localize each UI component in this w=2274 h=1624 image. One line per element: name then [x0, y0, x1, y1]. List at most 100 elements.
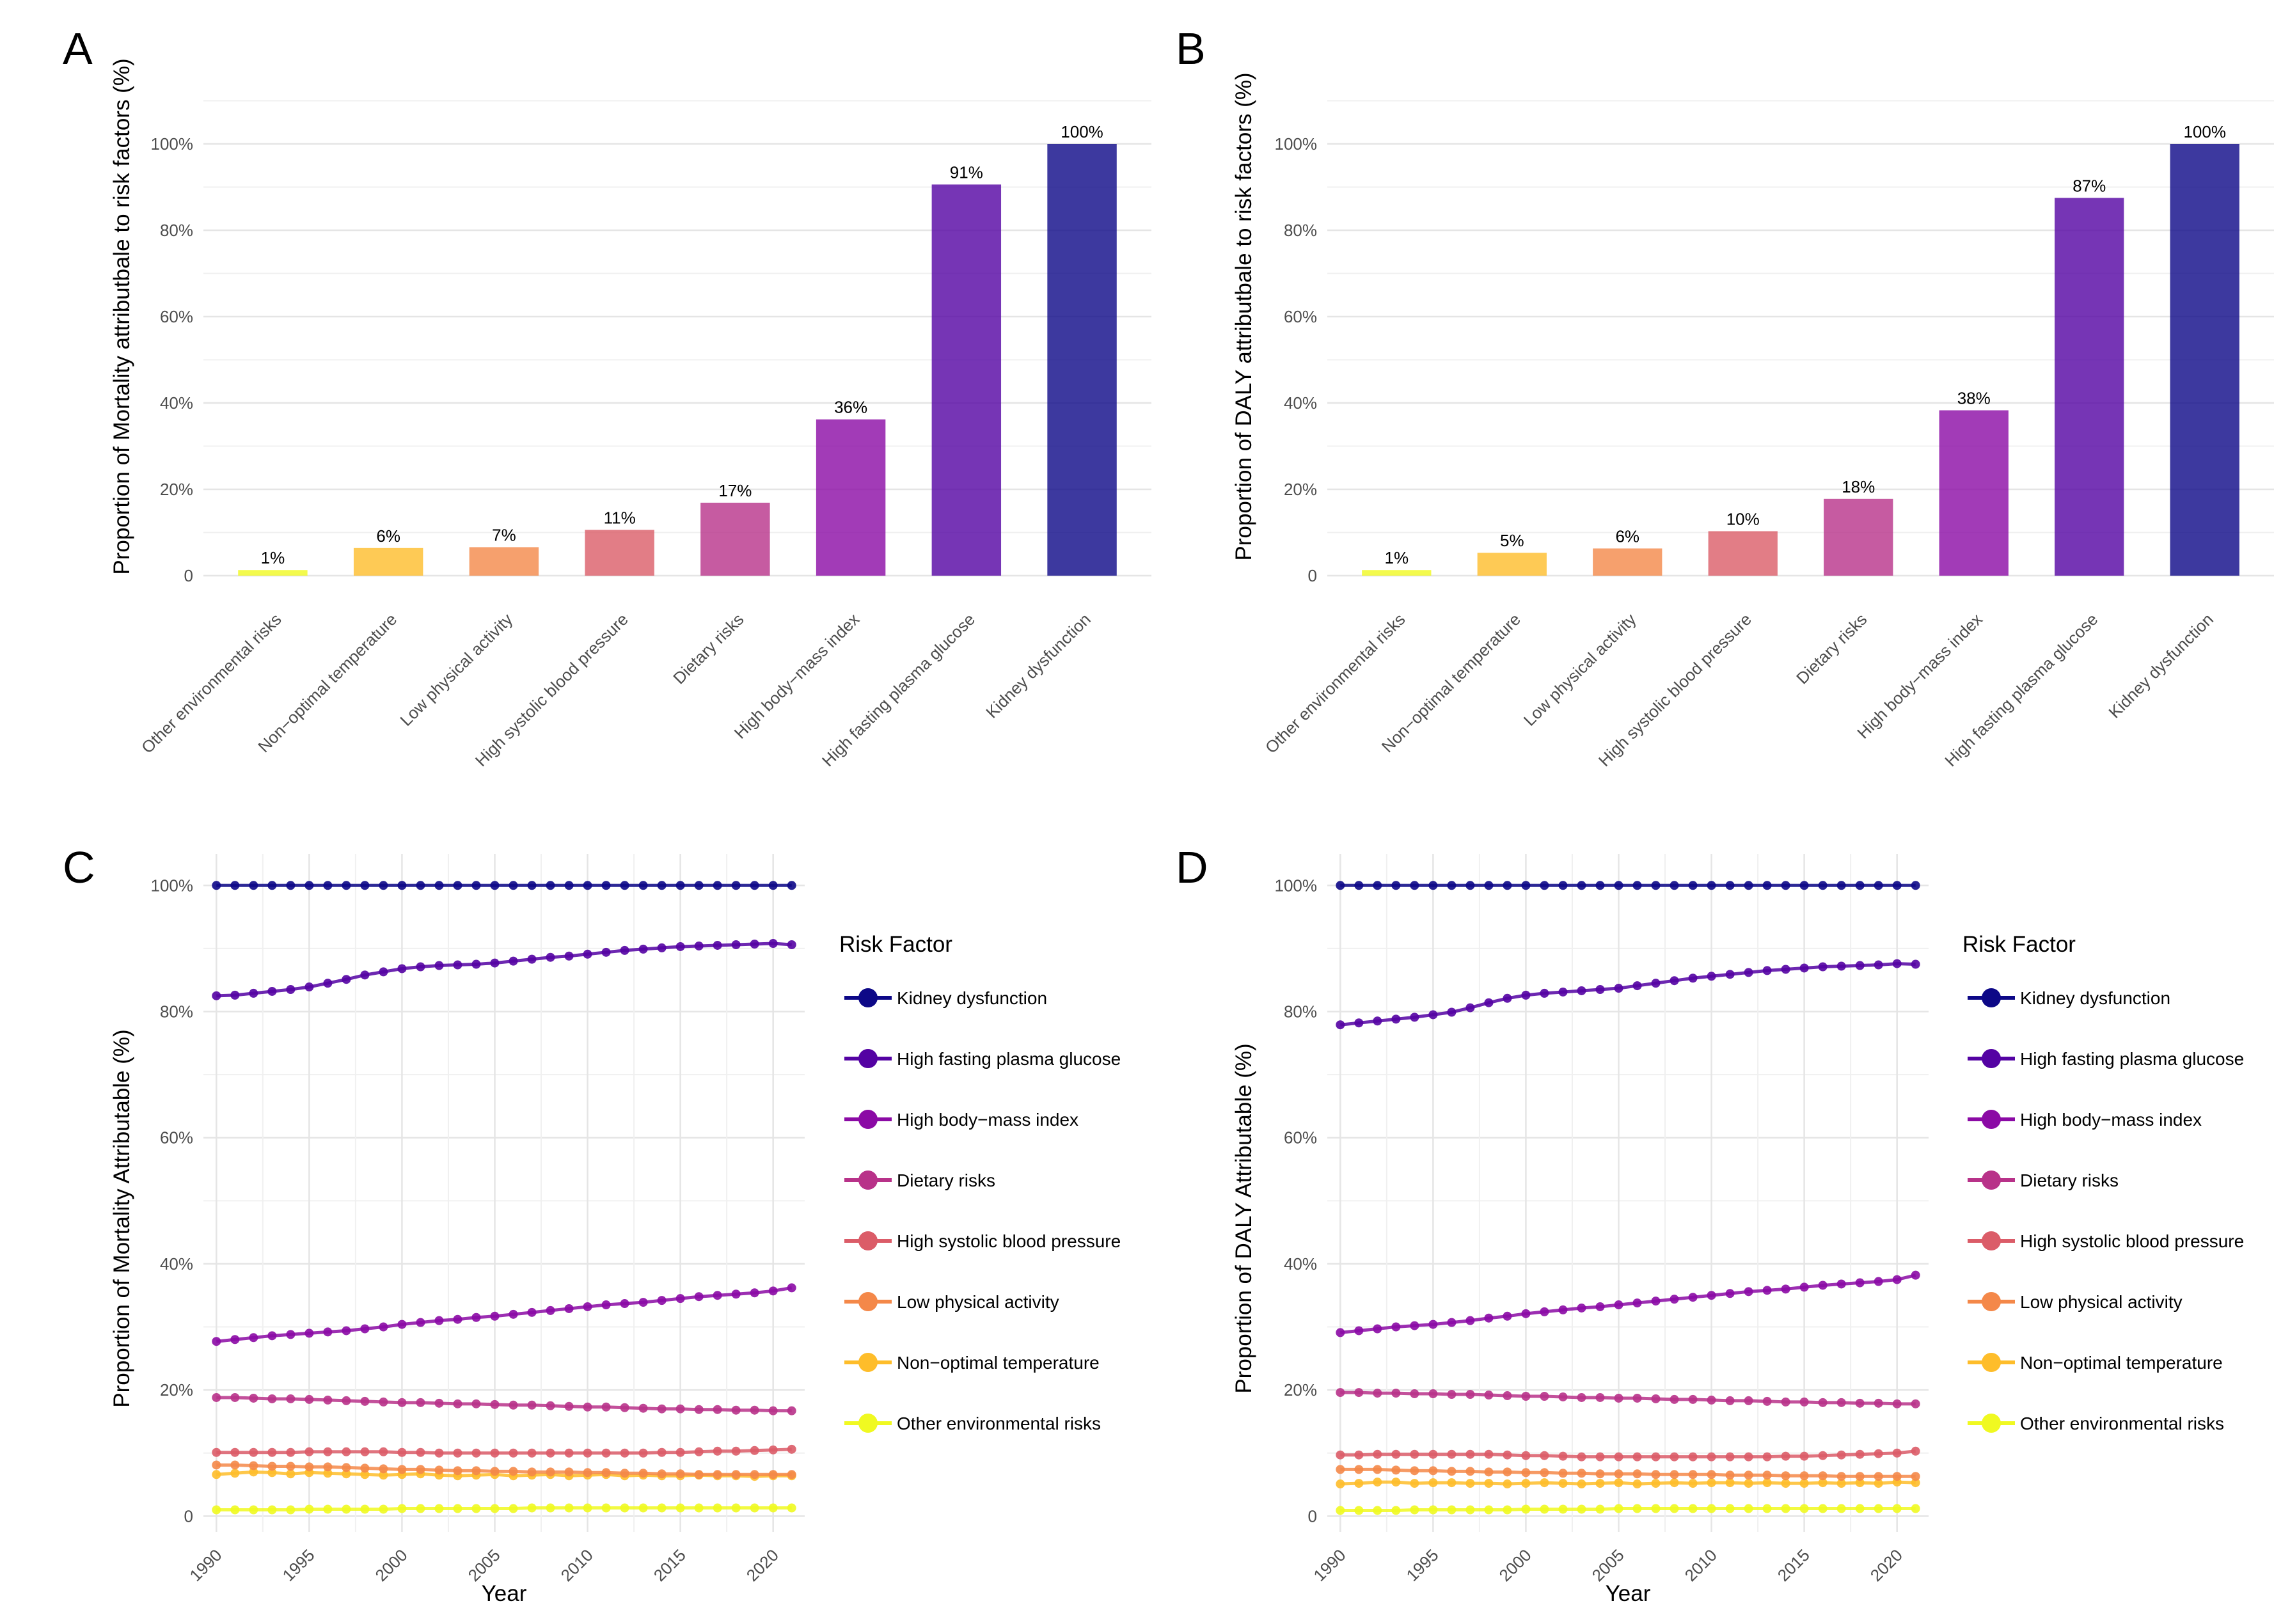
bar — [2055, 198, 2124, 576]
series-point — [1781, 1452, 1790, 1461]
series-point — [342, 1396, 351, 1405]
series-point — [509, 1449, 518, 1458]
bar — [354, 548, 423, 576]
y-tick-label: 20% — [160, 1380, 193, 1399]
series-point — [1558, 988, 1567, 997]
x-tick-label: 2015 — [1774, 1545, 1813, 1585]
series-point — [471, 1313, 480, 1322]
series-point — [528, 1401, 537, 1410]
bar — [1939, 410, 2009, 576]
series-point — [1410, 1466, 1419, 1475]
series-point — [1577, 1304, 1586, 1313]
bar — [238, 570, 307, 576]
chart-c: C020%40%60%80%100%Proportion of Mortalit… — [63, 842, 1121, 1606]
legend-item-label: High fasting plasma glucose — [897, 1049, 1121, 1069]
series-point — [1614, 1504, 1623, 1513]
series-point — [1670, 1295, 1679, 1304]
x-tick-label: 2005 — [464, 1545, 504, 1585]
series-point — [509, 1504, 518, 1513]
series-point — [1763, 1453, 1772, 1462]
series-point — [1595, 1505, 1604, 1514]
series-point — [1336, 1328, 1345, 1337]
series-point — [1354, 1479, 1363, 1488]
series-point — [1893, 1399, 1902, 1408]
series-point — [1558, 1469, 1567, 1478]
series-line — [1340, 964, 1915, 1025]
series-point — [416, 1318, 425, 1327]
data-label: 1% — [261, 548, 285, 567]
series-point — [676, 881, 685, 890]
series-point — [1837, 1398, 1846, 1407]
y-tick-label: 100% — [1275, 876, 1318, 895]
series-point — [1763, 1470, 1772, 1479]
legend-key-point — [1982, 1353, 2001, 1372]
series-point — [490, 881, 499, 890]
y-tick-label: 0 — [1308, 1506, 1317, 1525]
legend-key-point — [858, 1110, 878, 1129]
series-point — [416, 1465, 425, 1474]
series-point — [490, 1449, 499, 1458]
series-point — [713, 1291, 722, 1300]
series-point — [249, 881, 258, 890]
series-point — [342, 1326, 351, 1335]
series-point — [1819, 1504, 1828, 1513]
series-point — [769, 1286, 778, 1295]
legend-item-label: High body−mass index — [897, 1110, 1078, 1130]
series-point — [1540, 1307, 1549, 1316]
series-point — [267, 1448, 276, 1457]
bar — [1709, 531, 1778, 576]
series-point — [453, 1449, 462, 1458]
series-point — [1652, 1504, 1661, 1513]
series-point — [471, 1449, 480, 1458]
series-point — [1911, 960, 1920, 969]
series-point — [565, 1304, 574, 1313]
series-point — [267, 1462, 276, 1470]
series-point — [787, 1445, 796, 1454]
series-point — [620, 1504, 629, 1513]
series-point — [1558, 1392, 1567, 1401]
series-point — [434, 1504, 443, 1513]
x-tick-label: High body−mass index — [1853, 610, 1986, 743]
legend-key-point — [858, 1414, 878, 1433]
bar — [932, 184, 1001, 576]
x-tick-label: 2000 — [1496, 1545, 1535, 1585]
series-point — [1670, 976, 1679, 985]
series-point — [658, 1405, 667, 1414]
data-label: 100% — [2183, 122, 2226, 141]
series-point — [360, 1447, 369, 1456]
data-label: 38% — [1957, 388, 1991, 407]
series-line — [216, 1288, 791, 1341]
series-line — [216, 943, 791, 996]
series-point — [1874, 1277, 1883, 1286]
series-point — [360, 1463, 369, 1472]
series-point — [434, 881, 443, 890]
series-point — [1595, 1302, 1604, 1311]
legend-key-point — [858, 1353, 878, 1372]
y-tick-label: 40% — [1284, 393, 1317, 413]
series-point — [750, 1406, 759, 1415]
series-point — [212, 1337, 221, 1346]
series-point — [1689, 1470, 1698, 1479]
y-axis-label: Proportion of Mortality Attributable (%) — [109, 1029, 134, 1407]
series-point — [565, 881, 574, 890]
series-point — [1373, 1506, 1382, 1515]
series-point — [471, 881, 480, 890]
series-point — [787, 1407, 796, 1415]
series-point — [1391, 881, 1400, 890]
series-point — [1911, 881, 1920, 890]
series-point — [732, 1470, 741, 1479]
series-point — [1577, 1479, 1586, 1488]
series-point — [602, 1468, 611, 1477]
series-point — [1744, 881, 1753, 890]
y-tick-label: 80% — [1284, 1002, 1317, 1021]
series-point — [1373, 1450, 1382, 1459]
series-point — [732, 940, 741, 949]
series-point — [1484, 998, 1493, 1007]
series-point — [1410, 1013, 1419, 1021]
series-point — [620, 1403, 629, 1412]
series-point — [267, 1505, 276, 1514]
series-point — [695, 1504, 704, 1513]
series-point — [528, 881, 537, 890]
y-tick-label: 20% — [1284, 1380, 1317, 1399]
series-point — [1819, 1451, 1828, 1460]
